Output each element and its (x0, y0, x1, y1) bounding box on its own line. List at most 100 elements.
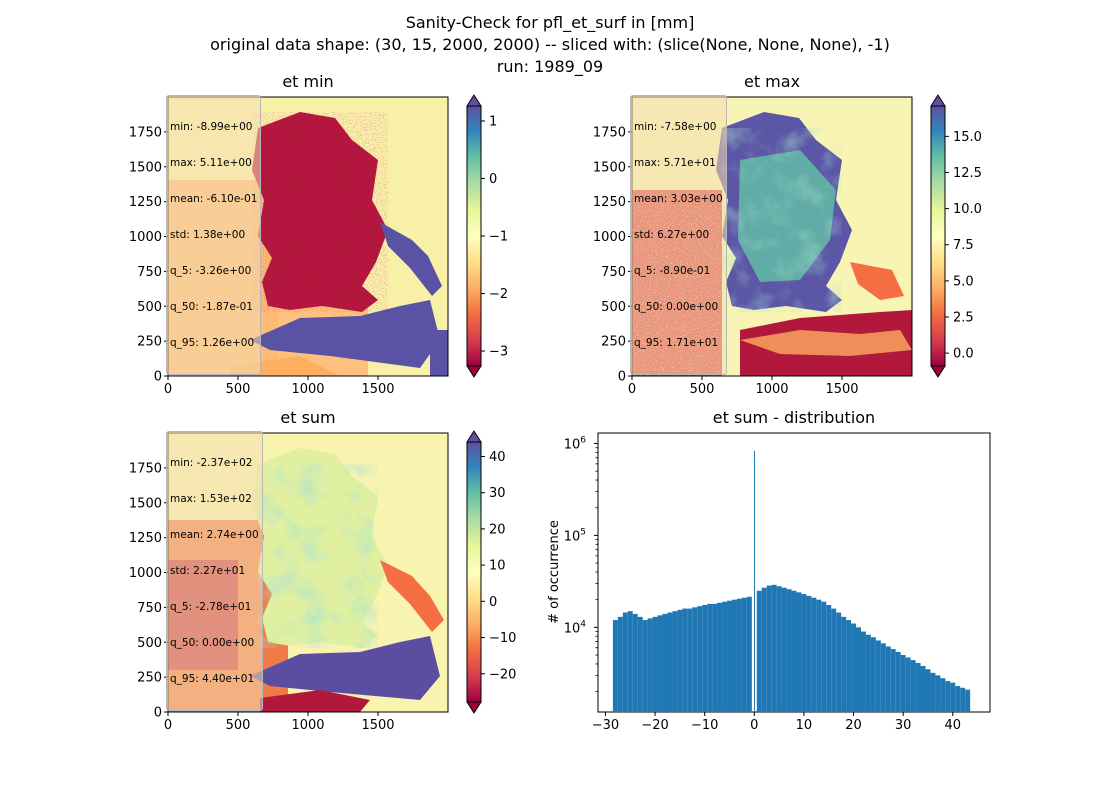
histogram-bar (841, 616, 847, 712)
histogram-bar (950, 682, 956, 712)
histogram-y-label: # of occurrence (547, 520, 562, 624)
histogram-bar (712, 603, 718, 712)
histogram-bar (677, 609, 683, 712)
panel-title-et-min: et min (282, 72, 334, 91)
panel-title-et-sum: et sum (280, 408, 336, 427)
histogram-bar (831, 608, 837, 712)
colorbar-tick-label: −20 (489, 667, 516, 682)
x-tick-label: 20 (845, 718, 862, 733)
histogram-bar (960, 687, 966, 712)
histogram-bar (821, 601, 827, 712)
x-tick-label: 0 (164, 382, 172, 397)
histogram-bar (647, 618, 653, 712)
x-tick-label: −10 (691, 718, 718, 733)
x-tick-label: 30 (895, 718, 912, 733)
histogram-bar (687, 608, 693, 712)
map-speckle-germany (252, 112, 388, 312)
stats-line: q_95: 4.40e+01 (170, 673, 255, 685)
panel-title-histogram: et sum - distribution (712, 408, 876, 427)
colorbar-extend-top (466, 94, 482, 107)
stats-line: q_95: 1.26e+00 (170, 337, 255, 349)
stats-box-et-max: min: -7.58e+00 max: 5.71e+01 mean: 3.03e… (630, 95, 727, 375)
histogram-bar (736, 598, 742, 712)
map-region-southeast (430, 330, 448, 376)
colorbar-tick-label: −1 (489, 230, 508, 245)
stats-line: std: 2.27e+01 (170, 565, 246, 577)
x-tick-label: 0 (628, 382, 636, 397)
stats-line: min: -7.58e+00 (634, 121, 717, 133)
stats-line: mean: 2.74e+00 (170, 529, 259, 541)
stats-line: max: 1.53e+02 (170, 493, 252, 505)
map-texture-germany (258, 464, 378, 648)
stats-line: max: 5.71e+01 (634, 157, 716, 169)
colorbar-tick-label: 10 (489, 559, 506, 574)
histogram-bar (617, 616, 623, 712)
y-tick-label: 1250 (129, 195, 162, 210)
map-region-alps (250, 636, 440, 700)
panel-title-et-max: et max (743, 72, 801, 91)
y-tick-label: 104 (564, 619, 587, 636)
histogram-bar (746, 596, 752, 712)
histogram-bars (612, 450, 971, 712)
stats-line: q_50: 0.00e+00 (170, 637, 255, 649)
histogram-bar (851, 623, 857, 712)
histogram-bar (945, 681, 951, 712)
figure-title-line-2: original data shape: (30, 15, 2000, 2000… (210, 35, 890, 54)
y-tick-label: 1500 (593, 160, 626, 175)
colorbar-tick-label: 0 (489, 595, 497, 610)
y-tick-label: 250 (601, 335, 626, 350)
y-tick-label: 500 (137, 636, 162, 651)
histogram-bar (836, 612, 842, 712)
histogram-bar (697, 606, 703, 712)
y-tick-label: 0 (154, 706, 162, 721)
histogram-bar (702, 605, 708, 712)
histogram-bar (806, 595, 812, 712)
x-tick-label: −30 (592, 718, 619, 733)
y-tick-label: 1250 (129, 531, 162, 546)
map-region-east (850, 262, 904, 300)
map-texture-germany (722, 128, 842, 312)
x-tick-label: 40 (945, 718, 962, 733)
stats-line: q_95: 1.71e+01 (634, 337, 719, 349)
x-tick-label: 0 (164, 718, 172, 733)
stats-line: mean: -6.10e-01 (170, 193, 258, 205)
histogram-bar (801, 594, 807, 712)
colorbar-extend-top (930, 94, 946, 107)
y-tick-label: 750 (137, 265, 162, 280)
x-tick-label: 1000 (291, 718, 324, 733)
map-region-alps (250, 300, 440, 368)
y-tick-label: 0 (618, 370, 626, 385)
stats-line: mean: 3.03e+00 (634, 193, 723, 205)
colorbar-et-sum (466, 430, 482, 714)
x-tick-label: 1000 (291, 382, 324, 397)
histogram-bar (826, 605, 832, 712)
colorbar-tick-label: 10.0 (953, 202, 982, 217)
histogram-bar (754, 450, 756, 712)
histogram-bar (766, 585, 772, 712)
histogram-bar (915, 662, 921, 712)
histogram-bar (642, 620, 648, 712)
x-tick-label: 0 (750, 718, 758, 733)
histogram-bar (786, 589, 792, 712)
y-tick-label: 250 (137, 671, 162, 686)
colorbar-tick-label: −10 (489, 631, 516, 646)
colorbar-extend-top (466, 430, 482, 443)
colorbar-extend-bottom (466, 365, 482, 378)
x-tick-label: 1500 (825, 382, 858, 397)
colorbar-tick-label: 12.5 (953, 166, 982, 181)
stats-line: min: -8.99e+00 (170, 121, 253, 133)
y-tick-label: 1000 (129, 230, 162, 245)
histogram-bar (930, 672, 936, 712)
histogram-bar (791, 590, 797, 712)
y-tick-label: 750 (601, 265, 626, 280)
histogram-bar (692, 607, 698, 712)
stats-line: q_5: -3.26e+00 (170, 265, 252, 277)
colorbar-tick-label: 40 (489, 450, 506, 465)
x-tick-label: 500 (226, 718, 251, 733)
histogram-bar (895, 651, 901, 712)
stats-line: std: 1.38e+00 (170, 229, 246, 241)
y-tick-label: 1750 (129, 461, 162, 476)
colorbar-tick-label: 7.5 (953, 238, 974, 253)
histogram-bar (900, 655, 906, 712)
